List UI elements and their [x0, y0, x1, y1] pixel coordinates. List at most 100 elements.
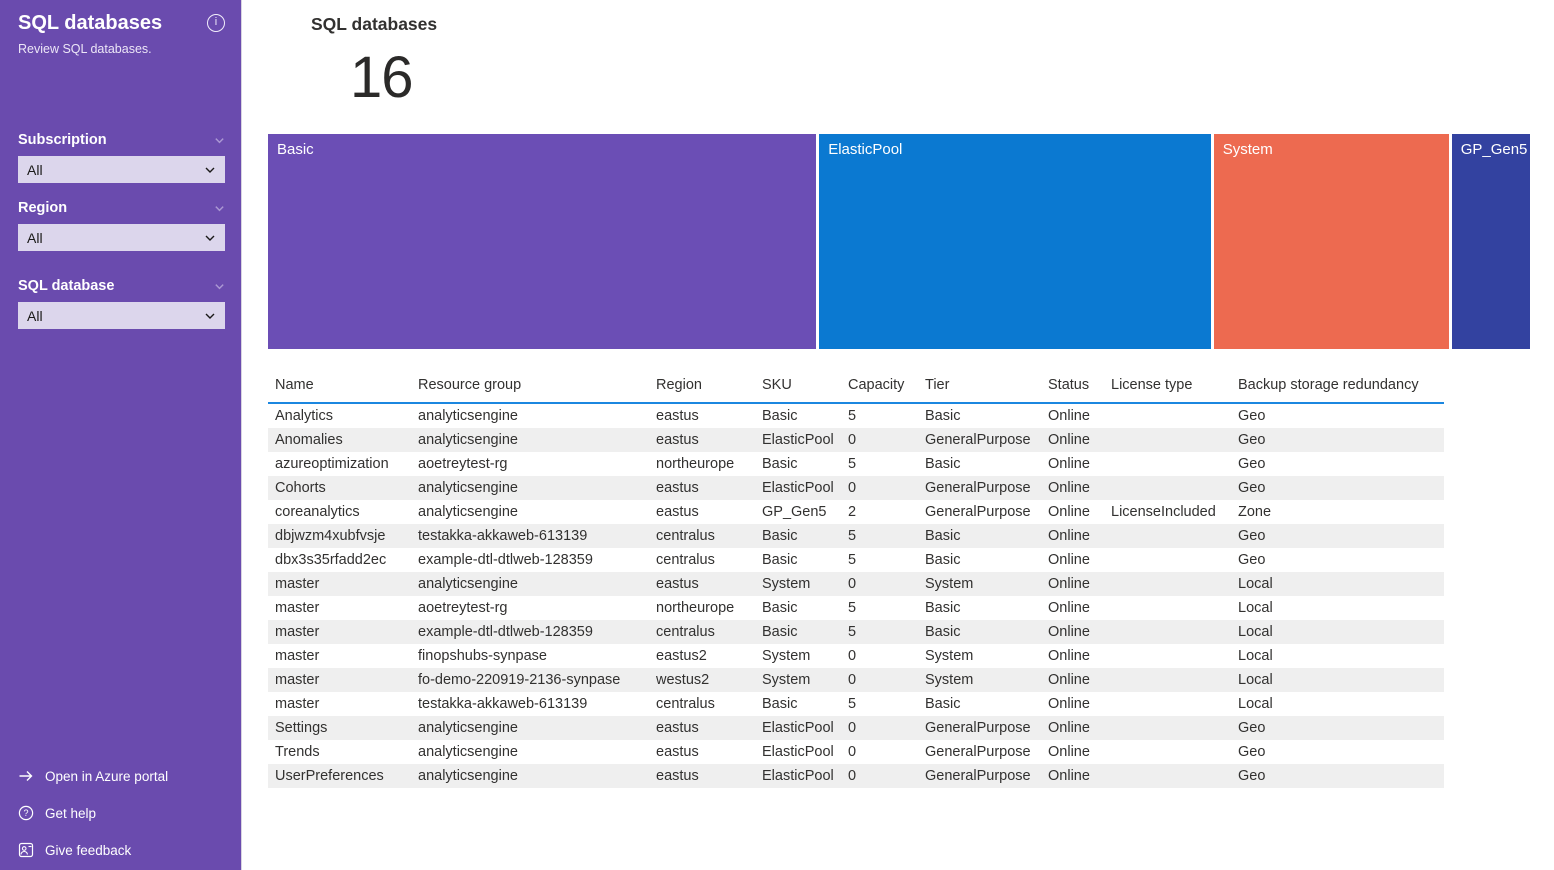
table-cell: testakka-akkaweb-613139: [418, 528, 588, 544]
chevron-down-icon: [205, 235, 215, 241]
table-cell: westus2: [656, 672, 710, 688]
table-cell: 5: [848, 408, 857, 424]
table-cell: 5: [848, 624, 857, 640]
table-cell: master: [275, 624, 320, 640]
table-cell: 0: [848, 648, 857, 664]
databases-grid-wrap: Name Resource group Region SKU Capacity Tier S…: [268, 371, 1444, 788]
get-help-link[interactable]: ? Get help: [18, 805, 225, 821]
treemap-segment-elasticpool[interactable]: ElasticPool: [819, 134, 1211, 349]
sql-database-select[interactable]: All: [18, 302, 225, 329]
table-cell: Basic: [925, 552, 961, 568]
table-row[interactable]: Cohorts analyticsengine eastus ElasticPool 0…: [268, 476, 1444, 500]
table-cell: Basic: [925, 456, 961, 472]
region-select[interactable]: All: [18, 224, 225, 251]
column-header-name[interactable]: Name: [268, 371, 411, 404]
table-cell: eastus: [656, 408, 699, 424]
table-cell: centralus: [656, 624, 715, 640]
table-cell: Online: [1048, 624, 1090, 640]
table-cell: Online: [1048, 720, 1090, 736]
sku-treemap: Basic ElasticPool System GP_Gen5: [268, 134, 1530, 349]
table-cell: Basic: [762, 600, 798, 616]
treemap-segment-basic[interactable]: Basic: [268, 134, 817, 349]
table-row[interactable]: master testakka-akkaweb-613139 centralus Ba…: [268, 692, 1444, 716]
table-row[interactable]: dbjwzm4xubfvsje testakka-akkaweb-613139 ce…: [268, 524, 1444, 548]
table-row[interactable]: UserPreferences analyticsengine eastus Elas…: [268, 764, 1444, 788]
main-content: SQL databases 16 Basic ElasticPool System G…: [242, 0, 1554, 870]
table-cell: GeneralPurpose: [925, 432, 1031, 448]
kpi-title: SQL databases: [311, 14, 438, 34]
table-cell: 5: [848, 600, 857, 616]
table-cell: UserPreferences: [275, 768, 384, 784]
column-header-backup-storage-redundancy[interactable]: Backup storage redundancy: [1231, 371, 1444, 404]
table-cell: Basic: [925, 624, 961, 640]
table-row[interactable]: master analyticsengine eastus System 0 System…: [268, 572, 1444, 596]
databases-table: Name Resource group Region SKU Capacity Tier S…: [268, 371, 1444, 788]
filter-label: Subscription: [18, 132, 107, 148]
treemap-segment-label: GP_Gen5: [1460, 141, 1528, 158]
table-cell: master: [275, 648, 320, 664]
table-cell: System: [925, 672, 974, 688]
help-circle-icon: ?: [18, 805, 34, 821]
table-row[interactable]: Trends analyticsengine eastus ElasticPool 0 G…: [268, 740, 1444, 764]
table-cell: Geo: [1238, 720, 1266, 736]
column-header-resource-group[interactable]: Resource group: [411, 371, 649, 404]
column-header-capacity[interactable]: Capacity: [841, 371, 918, 404]
table-row[interactable]: dbx3s35rfadd2ec example-dtl-dtlweb-128359…: [268, 548, 1444, 572]
filter-label: SQL database: [18, 278, 115, 294]
table-row[interactable]: master example-dtl-dtlweb-128359 centralus…: [268, 620, 1444, 644]
table-cell: analyticsengine: [418, 768, 518, 784]
table-cell: 0: [848, 720, 857, 736]
table-cell: Geo: [1238, 528, 1266, 544]
table-cell: fo-demo-220919-2136-synpase: [418, 672, 621, 688]
table-cell: Geo: [1238, 456, 1266, 472]
open-in-azure-portal-link[interactable]: Open in Azure portal: [18, 768, 225, 784]
side-link-label: Get help: [45, 805, 97, 821]
chevron-down-icon[interactable]: [214, 203, 225, 214]
table-cell: Local: [1238, 624, 1273, 640]
treemap-segment-label: Basic: [277, 141, 314, 158]
column-header-status[interactable]: Status: [1041, 371, 1104, 404]
table-cell: [1104, 572, 1231, 596]
table-cell: Anomalies: [275, 432, 343, 448]
table-cell: master: [275, 600, 320, 616]
table-cell: master: [275, 696, 320, 712]
table-cell: [1104, 764, 1231, 788]
table-header-row: Name Resource group Region SKU Capacity Tier S…: [268, 371, 1444, 404]
table-cell: eastus2: [656, 648, 707, 664]
side-link-label: Open in Azure portal: [45, 768, 169, 784]
feedback-icon: [18, 842, 34, 858]
column-header-license-type[interactable]: License type: [1104, 371, 1231, 404]
table-row[interactable]: master aoetreytest-rg northeurope Basic 5 Bas…: [268, 596, 1444, 620]
chevron-down-icon[interactable]: [214, 281, 225, 292]
chevron-down-icon[interactable]: [214, 135, 225, 146]
table-cell: Basic: [925, 408, 961, 424]
table-cell: centralus: [656, 696, 715, 712]
table-cell: eastus: [656, 480, 699, 496]
column-header-sku[interactable]: SKU: [755, 371, 841, 404]
table-row[interactable]: master finopshubs-synpase eastus2 System 0 Sy…: [268, 644, 1444, 668]
table-row[interactable]: Settings analyticsengine eastus ElasticPool…: [268, 716, 1444, 740]
give-feedback-link[interactable]: Give feedback: [18, 842, 225, 858]
table-row[interactable]: coreanalytics analyticsengine eastus GP_Gen…: [268, 500, 1444, 524]
table-cell: Online: [1048, 768, 1090, 784]
table-cell: example-dtl-dtlweb-128359: [418, 624, 593, 640]
column-header-tier[interactable]: Tier: [918, 371, 1041, 404]
treemap-segment-gp_gen5[interactable]: GP_Gen5: [1451, 134, 1530, 349]
table-cell: System: [925, 648, 974, 664]
table-cell: 0: [848, 480, 857, 496]
table-cell: aoetreytest-rg: [418, 456, 508, 472]
table-row[interactable]: master fo-demo-220919-2136-synpase westus2…: [268, 668, 1444, 692]
table-cell: ElasticPool: [762, 480, 834, 496]
table-cell: Geo: [1238, 408, 1266, 424]
filter-subscription: Subscription All: [18, 132, 225, 183]
chevron-down-icon: [205, 167, 215, 173]
table-cell: analyticsengine: [418, 408, 518, 424]
table-row[interactable]: azureoptimization aoetreytest-rg northeuro…: [268, 452, 1444, 476]
info-icon[interactable]: i: [207, 14, 225, 32]
table-cell: master: [275, 672, 320, 688]
subscription-select[interactable]: All: [18, 156, 225, 183]
treemap-segment-system[interactable]: System: [1213, 134, 1449, 349]
table-row[interactable]: Anomalies analyticsengine eastus ElasticPoo…: [268, 428, 1444, 452]
column-header-region[interactable]: Region: [649, 371, 755, 404]
table-row[interactable]: Analytics analyticsengine eastus Basic 5 Basi…: [268, 403, 1444, 428]
